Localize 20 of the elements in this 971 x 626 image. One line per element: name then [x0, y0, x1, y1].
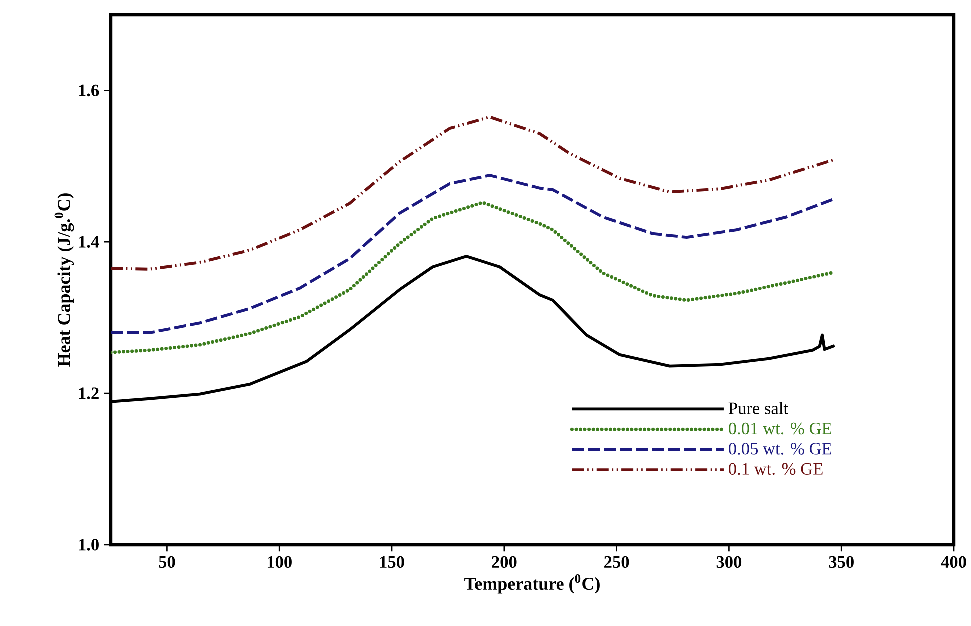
- x-axis-title: Temperature ($^{0}$C): [464, 574, 600, 594]
- y-axis-title: Heat Capacity (J/g.$^{0}$C): [54, 194, 74, 367]
- text: Pure salt: [728, 402, 788, 414]
- x-tick-label: 300: [716, 556, 742, 568]
- line-series: [111, 174, 834, 334]
- line-series: [111, 116, 834, 271]
- text: 0.1 wt. % GE: [729, 463, 823, 476]
- y-tick-label: 1.2: [79, 388, 99, 400]
- x-tick-label: 400: [941, 556, 966, 568]
- x-tick-label: 100: [268, 556, 292, 568]
- x-tick-label: 50: [159, 556, 176, 568]
- text: 0.01 wt. % GE: [729, 422, 832, 435]
- text: 0.05 wt. % GE: [729, 443, 832, 455]
- x-tick-label: 200: [492, 556, 517, 568]
- x-tick-label: 150: [380, 556, 404, 568]
- y-tick-label: 1.6: [79, 84, 100, 97]
- x-tick-label: 250: [604, 556, 630, 568]
- y-tick-label: 1.0: [79, 539, 99, 551]
- x-tick-label: 350: [829, 556, 854, 568]
- y-tick-label: 1.4: [79, 236, 100, 248]
